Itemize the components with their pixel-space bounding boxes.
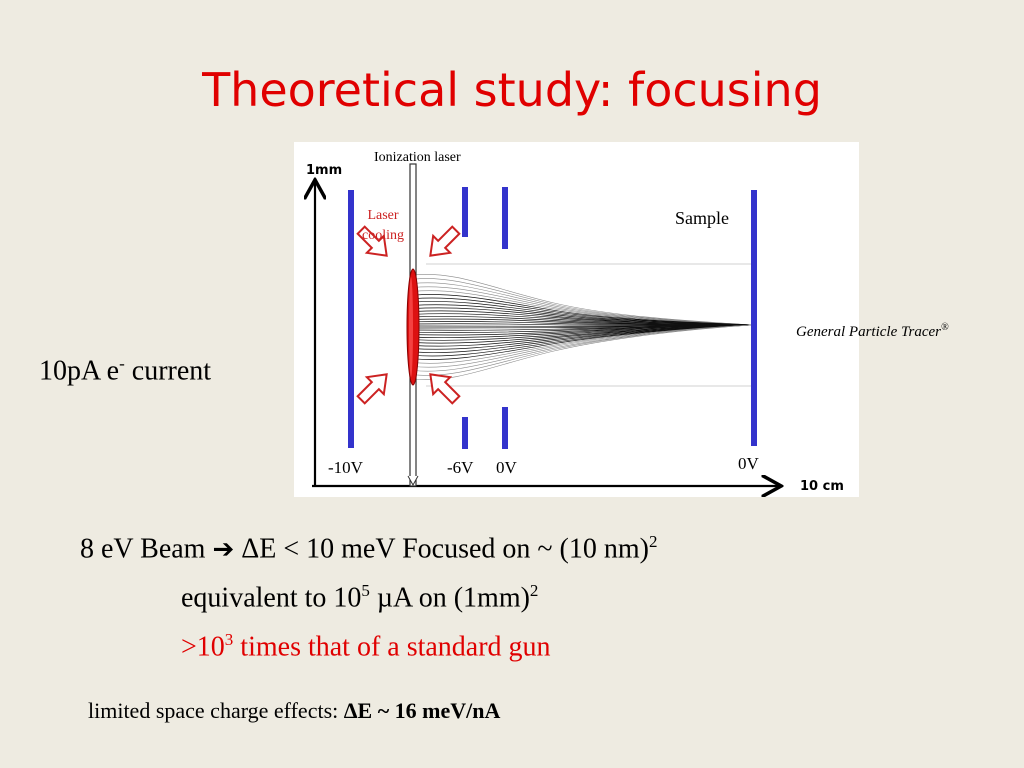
laser-cooling-label-line1: Laser [367, 208, 398, 223]
equivalence-statement: equivalent to 105 µA on (1mm)2 [181, 573, 538, 616]
times-superscript: 3 [224, 630, 234, 649]
general-particle-tracer-credit: General Particle Tracer® [796, 318, 949, 342]
equiv-superscript2: 2 [529, 581, 539, 600]
equiv-part1: equivalent to 10 [181, 582, 362, 614]
cooling-arrow-top-left [356, 225, 388, 257]
electron-trajectory [412, 278, 753, 326]
electrode-minus10v [348, 190, 354, 448]
times-part1: >10 [181, 631, 225, 663]
space-charge-bold: ΔE ~ 16 meV/nA [343, 698, 501, 723]
times-part2: times that of a standard gun [233, 631, 551, 663]
electrode-label-minus6v: -6V [447, 458, 474, 477]
label-10cm: 10 cm [800, 479, 844, 494]
electrode-label-0v-middle: 0V [496, 458, 518, 477]
beam-part2: ΔE < 10 meV Focused on ~ (10 nm) [234, 533, 649, 565]
electrode-minus6v-top [462, 187, 468, 237]
label-1mm: 1mm [306, 163, 342, 178]
beam-superscript: 2 [648, 532, 658, 551]
electrode-label-minus10v: -10V [328, 458, 364, 477]
sample-electrode [751, 190, 757, 446]
simulation-diagram: 1mm 10 cm Ionizat [294, 150, 844, 497]
space-charge-normal: limited space charge effects: [88, 698, 344, 723]
current-label: 10pA e- current [39, 347, 211, 388]
ionization-volume-highlight [409, 277, 413, 377]
focusing-simulation-figure: 1mm 10 cm Ionizat [294, 142, 859, 497]
electrode-0v-top [502, 187, 508, 249]
cooling-arrow-top-right [429, 225, 461, 257]
right-arrow-icon: ➔ [212, 534, 235, 565]
space-charge-statement: limited space charge effects: ΔE ~ 16 me… [88, 697, 500, 725]
equiv-superscript1: 5 [361, 581, 370, 600]
cooling-arrow-bottom-left [356, 373, 388, 405]
electron-trajectory [412, 324, 753, 381]
registered-mark: ® [940, 322, 949, 333]
beam-part1: 8 eV Beam [80, 533, 213, 565]
equiv-part2: µA on (1mm) [369, 582, 530, 614]
cooling-arrow-bottom-right [429, 373, 461, 405]
beam-statement: 8 eV Beam ➔ ΔE < 10 meV Focused on ~ (10… [80, 524, 657, 567]
electrode-label-0v-sample: 0V [738, 454, 760, 473]
slide-title: Theoretical study: focusing [202, 63, 822, 117]
electrode-minus6v-bottom [462, 417, 468, 449]
current-superscript: - [119, 354, 125, 373]
laser-cooling-label-line2: cooling [362, 228, 404, 243]
tracer-text: General Particle Tracer [796, 324, 941, 340]
sample-label: Sample [675, 208, 729, 228]
current-prefix: 10pA e [39, 355, 120, 387]
electrode-0v-bottom [502, 407, 508, 449]
electron-trajectories [412, 273, 753, 381]
ionization-laser-arrowhead [407, 475, 419, 487]
comparison-statement: >103 times that of a standard gun [181, 622, 551, 665]
current-suffix: current [124, 355, 212, 387]
ionization-laser-label: Ionization laser [374, 150, 461, 165]
